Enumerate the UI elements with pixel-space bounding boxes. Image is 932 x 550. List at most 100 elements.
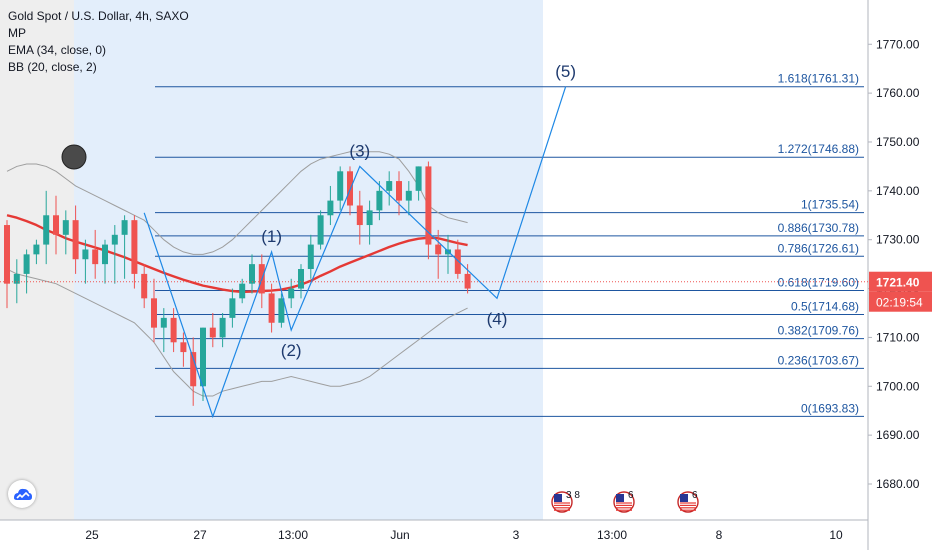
wave-label: (2) <box>281 341 302 360</box>
event-count-label: 6 <box>628 490 634 501</box>
candle-body <box>209 327 216 338</box>
flag-canton <box>616 494 624 502</box>
candle-body <box>396 181 402 201</box>
ema-polyline <box>6 214 468 294</box>
candle-body <box>386 181 393 191</box>
y-tick-label: 1690.00 <box>876 428 920 442</box>
bb-upper-line <box>6 151 468 255</box>
x-tick-label: 10 <box>829 528 843 542</box>
candle-body <box>435 244 442 255</box>
candle-body <box>307 244 314 270</box>
candle-body <box>190 352 197 387</box>
candle-body <box>62 220 69 235</box>
candle-body <box>4 225 10 284</box>
candle-body <box>141 273 148 299</box>
candle-body <box>376 190 383 211</box>
legend-line-mp: MP <box>8 26 26 40</box>
fib-level-label: 0.5(1714.68) <box>791 300 859 314</box>
tradingview-logo-icon[interactable] <box>8 480 36 508</box>
fib-level-label: 0.382(1709.76) <box>778 324 859 338</box>
candle-body <box>278 298 285 323</box>
candle-body <box>337 171 344 201</box>
candle-body <box>160 317 167 328</box>
x-tick-label: 8 <box>716 528 723 542</box>
candle-body <box>298 269 304 289</box>
candle-body <box>288 288 295 299</box>
x-tick-label: 27 <box>193 528 207 542</box>
x-tick-label: 3 <box>513 528 520 542</box>
wave-label: (4) <box>487 309 508 328</box>
candle-body <box>180 342 187 353</box>
candle-body <box>151 298 157 328</box>
last-price-label: 1721.40 <box>876 276 920 290</box>
fib-level-label: 0.786(1726.61) <box>778 241 859 255</box>
x-tick-label: 13:00 <box>278 528 308 542</box>
y-tick-label: 1710.00 <box>876 330 920 344</box>
flag-canton <box>680 494 688 502</box>
candle-body <box>464 273 471 289</box>
fib-level-label: 0(1693.83) <box>801 401 859 415</box>
candle-body <box>82 249 89 260</box>
fib-level-label: 1.618(1761.31) <box>778 72 859 86</box>
y-tick-label: 1730.00 <box>876 233 920 247</box>
candle-body <box>317 215 324 245</box>
x-tick-label: 25 <box>85 528 99 542</box>
candle-body <box>13 273 20 284</box>
y-tick-label: 1770.00 <box>876 37 920 51</box>
candle-body <box>454 249 461 274</box>
legend: Gold Spot / U.S. Dollar, 4h, SAXO MP EMA… <box>8 8 189 76</box>
candle-body <box>356 205 363 226</box>
candle-body <box>327 200 334 216</box>
candle-body <box>249 264 255 284</box>
candle-body <box>405 190 412 201</box>
candle-body <box>131 220 138 274</box>
candle-body <box>170 317 177 343</box>
candle-body <box>72 220 79 260</box>
fib-level-label: 1.272(1746.88) <box>778 142 859 156</box>
wave-label: (5) <box>555 62 576 81</box>
event-count-label: 3 8 <box>566 490 580 501</box>
candle-body <box>219 317 226 338</box>
session-shading <box>0 0 74 520</box>
flag-canton <box>554 494 562 502</box>
countdown-label: 02:19:54 <box>876 296 923 310</box>
candle-body <box>111 234 118 245</box>
elliott-wave: (1) (2) (3) (4) (5) <box>143 62 576 419</box>
candle-body <box>92 249 99 265</box>
candle-body <box>33 244 40 255</box>
fib-level-label: 0.236(1703.67) <box>778 353 859 367</box>
last-price-box <box>869 271 932 292</box>
candle-body <box>121 220 128 235</box>
candle-body <box>53 215 59 235</box>
candle-body <box>268 293 275 323</box>
candle-body <box>200 327 206 387</box>
ema-line <box>6 214 468 294</box>
fib-level-label: 1(1735.54) <box>801 198 859 212</box>
y-tick-label: 1740.00 <box>876 184 920 198</box>
wave-label: (3) <box>349 141 370 160</box>
candle-body <box>229 298 236 318</box>
bb-lower-line <box>6 268 468 397</box>
y-tick-label: 1760.00 <box>876 86 920 100</box>
legend-line-bb: BB (20, close, 2) <box>8 60 97 74</box>
x-tick-label: Jun <box>390 528 409 542</box>
y-tick-label: 1700.00 <box>876 379 920 393</box>
legend-line-ema: EMA (34, close, 0) <box>8 43 107 57</box>
event-count-label: 6 <box>692 490 698 501</box>
wave-path <box>143 86 567 419</box>
fib-level-label: 0.886(1730.78) <box>778 221 859 235</box>
candle-body <box>415 166 422 191</box>
candle-body <box>23 254 30 274</box>
candle-body <box>43 215 50 245</box>
candle-body <box>102 244 108 265</box>
chart-title: Gold Spot / U.S. Dollar, 4h, SAXO <box>8 9 189 23</box>
drawing-tool-circle-icon[interactable] <box>61 144 87 170</box>
fib-level-label: 0.618(1719.60) <box>778 276 859 290</box>
candle-body <box>425 166 432 245</box>
candle-body <box>366 210 373 226</box>
y-tick-label: 1680.00 <box>876 477 920 491</box>
bollinger-bands <box>6 151 468 397</box>
candle-body <box>239 283 246 299</box>
